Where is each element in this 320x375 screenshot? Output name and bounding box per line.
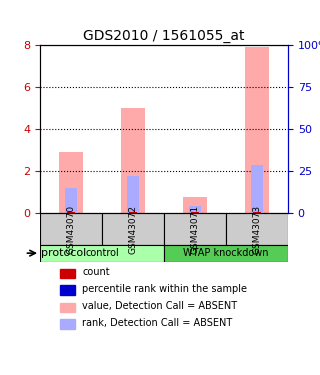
FancyBboxPatch shape [226, 213, 288, 245]
FancyBboxPatch shape [102, 213, 164, 245]
Bar [60, 285, 75, 295]
Bar [60, 269, 75, 278]
Text: rank, Detection Call = ABSENT: rank, Detection Call = ABSENT [82, 318, 232, 328]
Bar [59, 152, 84, 213]
Bar [121, 108, 145, 213]
Text: WTAP knockdown: WTAP knockdown [183, 248, 269, 258]
Text: GSM43071: GSM43071 [190, 205, 199, 254]
Bar [60, 320, 75, 329]
Title: GDS2010 / 1561055_at: GDS2010 / 1561055_at [83, 28, 245, 43]
Text: GSM43072: GSM43072 [129, 205, 138, 254]
Text: percentile rank within the sample: percentile rank within the sample [82, 284, 247, 294]
Bar [244, 47, 269, 213]
Text: control: control [85, 248, 119, 258]
Bar [129, 212, 137, 213]
Bar [60, 303, 75, 312]
Text: GSM43070: GSM43070 [67, 205, 76, 254]
Text: protocol: protocol [41, 248, 86, 258]
Text: GSM43073: GSM43073 [252, 205, 261, 254]
Bar [65, 188, 77, 213]
Bar [253, 212, 261, 213]
Bar [127, 176, 139, 213]
Bar [67, 212, 75, 213]
Bar [191, 212, 199, 213]
FancyBboxPatch shape [164, 213, 226, 245]
Bar [189, 206, 201, 213]
Bar [251, 165, 263, 213]
FancyBboxPatch shape [40, 245, 164, 262]
Text: value, Detection Call = ABSENT: value, Detection Call = ABSENT [82, 302, 237, 311]
Text: count: count [82, 267, 110, 278]
FancyBboxPatch shape [40, 213, 102, 245]
Bar [183, 196, 207, 213]
FancyBboxPatch shape [164, 245, 288, 262]
